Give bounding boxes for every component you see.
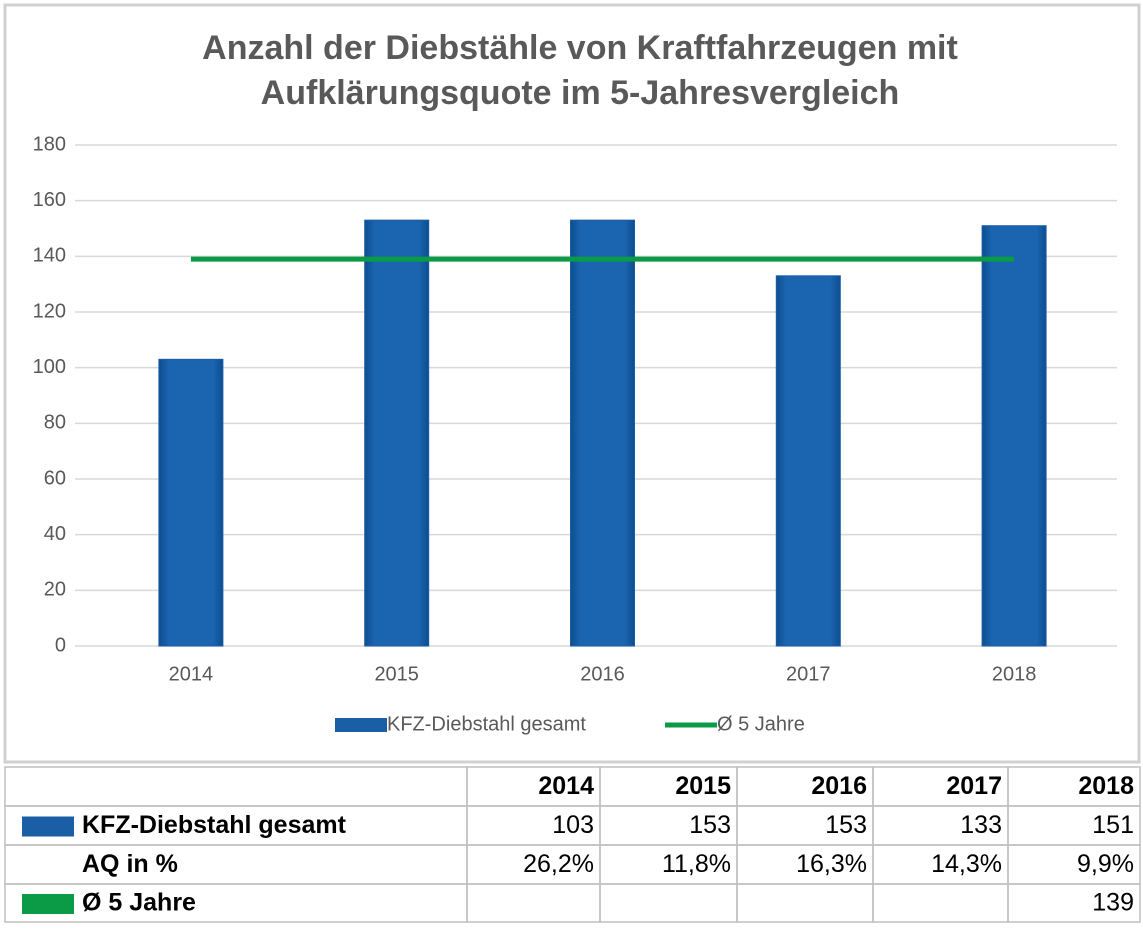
table-value: 151: [1092, 811, 1134, 839]
table-value: 153: [825, 811, 867, 839]
y-tick-label: 140: [33, 245, 66, 267]
table-value: 139: [1092, 889, 1134, 917]
x-tick-label: 2016: [580, 663, 625, 685]
legend-swatch: [335, 718, 387, 732]
table-value: 16,3%: [796, 850, 867, 878]
y-tick-label: 120: [33, 300, 66, 322]
bar: [981, 225, 1047, 647]
table-value: 2014: [538, 772, 594, 800]
table-value: 153: [689, 811, 731, 839]
table-row-label: KFZ-Diebstahl gesamt: [82, 811, 347, 839]
x-tick-label: 2014: [169, 663, 214, 685]
table-row-label: Ø 5 Jahre: [82, 889, 196, 917]
table-cell: [599, 883, 738, 923]
table-row-label: AQ in %: [82, 850, 178, 878]
table-cell: [1007, 883, 1141, 923]
table-value: 133: [960, 811, 1002, 839]
table-cell: [736, 883, 874, 923]
table-cell: [872, 883, 1009, 923]
table-value: 11,8%: [662, 850, 731, 878]
table-value: 2018: [1078, 772, 1134, 800]
table-value: 103: [552, 811, 594, 839]
legend-label: Ø 5 Jahre: [717, 713, 805, 735]
table-cell: [466, 883, 601, 923]
bar: [158, 358, 224, 647]
table-value: 2016: [811, 772, 867, 800]
y-tick-label: 180: [33, 133, 66, 155]
table-value: 2015: [675, 772, 731, 800]
x-tick-label: 2017: [786, 663, 831, 685]
y-tick-label: 40: [44, 523, 66, 545]
y-tick-label: 60: [44, 467, 66, 489]
table-cell: [4, 766, 468, 807]
chart-title: Anzahl der Diebstähle von Kraftfahrzeuge…: [202, 29, 958, 67]
table-value: 26,2%: [523, 850, 594, 878]
bar: [364, 219, 430, 647]
table-swatch: [22, 816, 74, 837]
table-value: 14,3%: [931, 850, 1002, 878]
x-tick-label: 2015: [374, 663, 419, 685]
x-tick-label: 2018: [992, 663, 1037, 685]
table-cell: [4, 844, 468, 885]
y-tick-label: 100: [33, 356, 66, 378]
table-cell: [4, 883, 468, 923]
y-tick-label: 20: [44, 579, 66, 601]
y-tick-label: 160: [33, 189, 66, 211]
bar: [570, 219, 635, 647]
y-tick-label: 0: [55, 634, 66, 656]
table-value: 9,9%: [1077, 850, 1134, 878]
chart-title: Aufklärungsquote im 5-Jahresvergleich: [261, 74, 900, 112]
bar: [775, 275, 841, 647]
table-value: 2017: [946, 772, 1002, 800]
table-swatch: [22, 894, 74, 914]
legend-label: KFZ-Diebstahl gesamt: [387, 713, 586, 735]
y-tick-label: 80: [44, 412, 66, 434]
